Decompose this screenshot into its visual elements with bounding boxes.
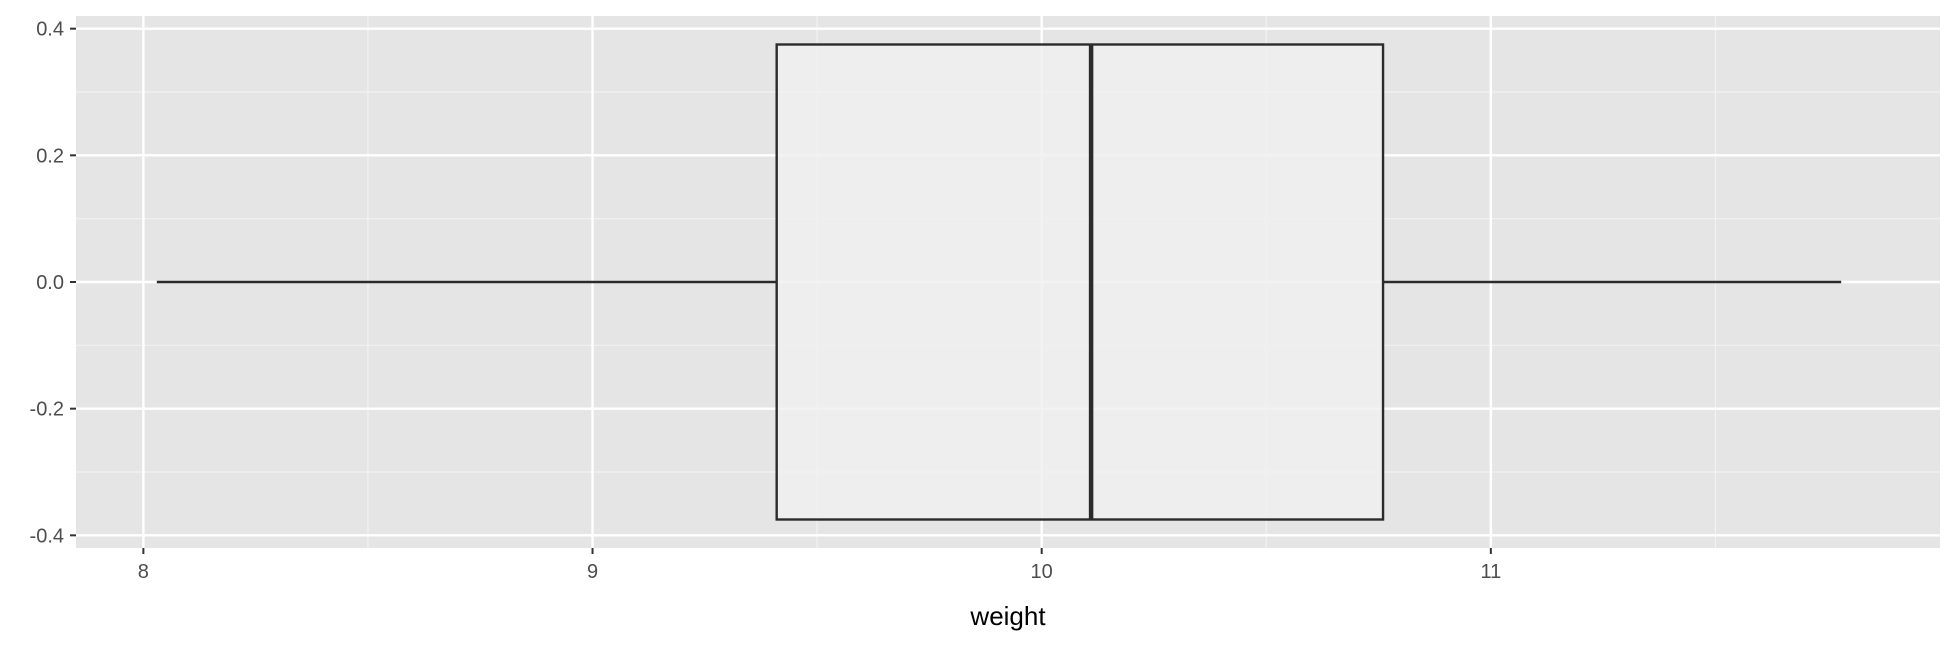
iqr-box <box>775 43 1385 521</box>
x-tick-label: 8 <box>138 561 149 583</box>
y-tick-label: -0.4 <box>30 525 64 547</box>
x-tick-label: 9 <box>587 561 598 583</box>
x-tick-label: 10 <box>1031 561 1053 583</box>
boxplot <box>156 43 1842 521</box>
y-tick-label: -0.2 <box>30 399 64 421</box>
y-tick-label: 0.0 <box>36 272 64 294</box>
y-axis: 0.4 0.2 0.0 -0.2 -0.4 <box>30 19 76 547</box>
x-axis-title: weight <box>969 601 1046 631</box>
y-tick-label: 0.2 <box>36 145 64 167</box>
x-axis: 8 9 10 11 <box>138 548 1501 583</box>
x-tick-label: 11 <box>1480 561 1501 583</box>
y-tick-label: 0.4 <box>36 19 64 41</box>
